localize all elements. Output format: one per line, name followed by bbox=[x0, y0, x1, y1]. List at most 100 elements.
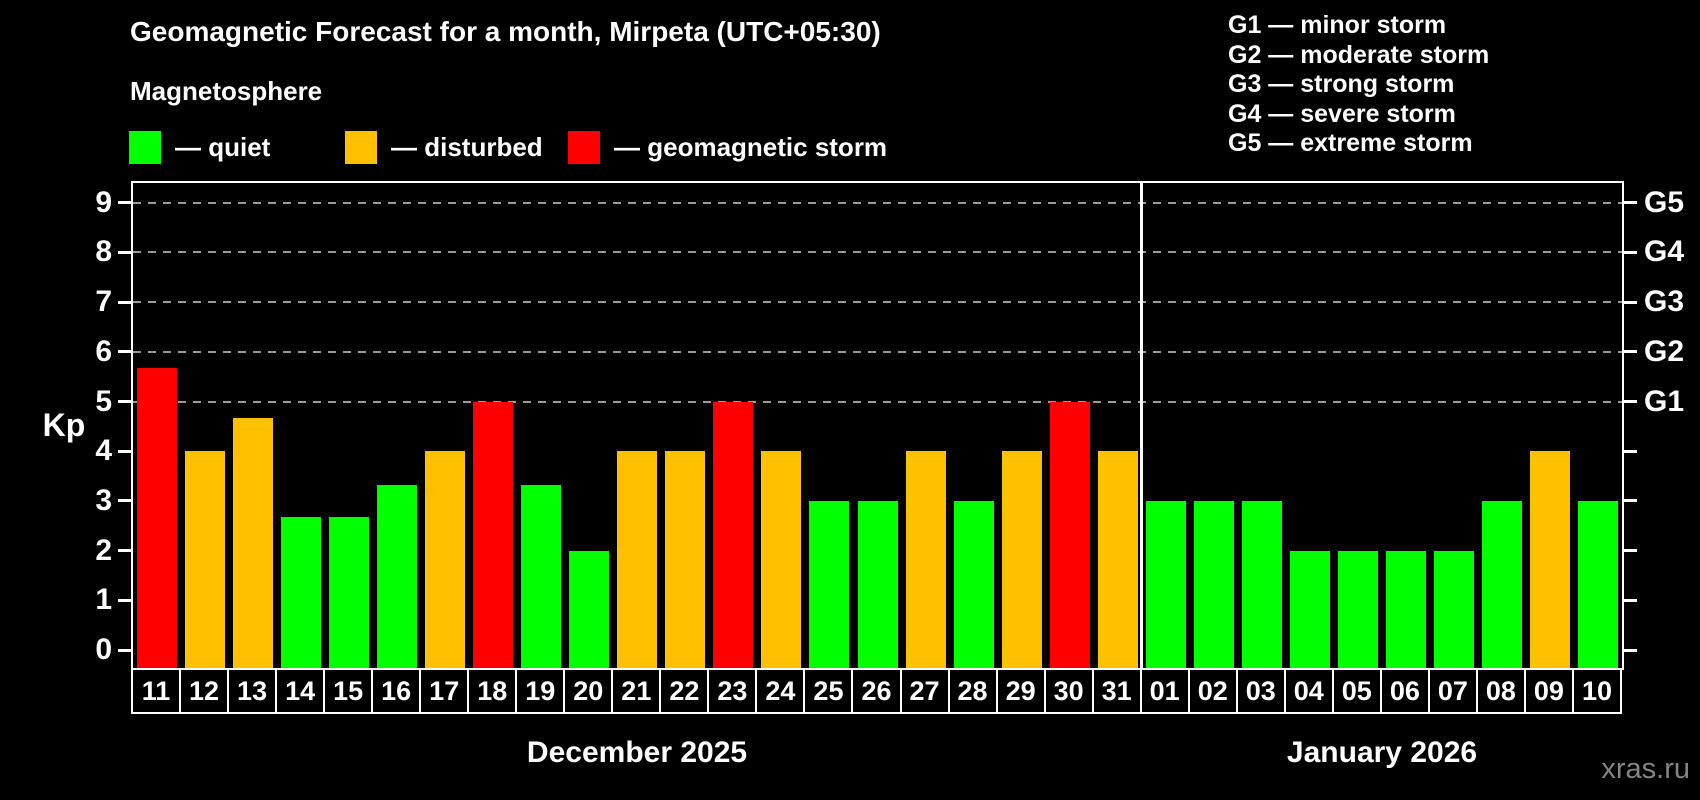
kp-bar-21 bbox=[617, 451, 658, 668]
g-legend-line-g4: G4 — severe storm bbox=[1228, 99, 1456, 128]
date-label-24: 24 bbox=[755, 668, 806, 714]
g-legend-line-g3: G3 — strong storm bbox=[1228, 70, 1455, 98]
date-label-15: 15 bbox=[323, 668, 374, 714]
legend-item-disturbed: — disturbed bbox=[345, 131, 543, 164]
kp-bar-13 bbox=[233, 417, 274, 668]
g-scale-legend: G1 — minor storm G2 — moderate storm G3 … bbox=[1228, 11, 1489, 159]
kp-bar-01 bbox=[1145, 500, 1186, 668]
gridline-kp-7 bbox=[133, 301, 1622, 304]
kp-bar-03 bbox=[1241, 500, 1282, 668]
y-tick-label-6: 6 bbox=[95, 334, 112, 368]
quiet-color-swatch bbox=[129, 131, 161, 164]
kp-bar-07 bbox=[1433, 550, 1474, 668]
kp-bar-14 bbox=[281, 517, 322, 668]
kp-bar-06 bbox=[1385, 550, 1426, 668]
month-separator-line bbox=[1140, 183, 1144, 668]
date-label-06: 06 bbox=[1379, 668, 1430, 714]
date-label-25: 25 bbox=[803, 668, 854, 714]
date-label-29: 29 bbox=[995, 668, 1046, 714]
month-label-january: January 2026 bbox=[1286, 736, 1478, 769]
date-label-31: 31 bbox=[1091, 668, 1142, 714]
y-tick-label-1: 1 bbox=[95, 583, 112, 617]
y-tick-right-5 bbox=[1624, 400, 1637, 403]
kp-bar-05 bbox=[1337, 550, 1378, 668]
plot-area bbox=[131, 181, 1624, 670]
date-label-14: 14 bbox=[275, 668, 326, 714]
date-label-20: 20 bbox=[563, 668, 614, 714]
y-tick-left-5 bbox=[118, 400, 131, 403]
kp-bar-09 bbox=[1529, 451, 1570, 668]
y-tick-left-2 bbox=[118, 549, 131, 553]
right-axis-label-g4: G4 bbox=[1644, 235, 1685, 269]
right-axis-label-g2: G2 bbox=[1644, 334, 1685, 368]
date-label-04: 04 bbox=[1283, 668, 1334, 714]
kp-bar-11 bbox=[137, 368, 178, 668]
y-tick-right-1 bbox=[1624, 598, 1637, 602]
y-tick-right-7 bbox=[1624, 300, 1637, 304]
y-tick-label-5: 5 bbox=[95, 384, 112, 418]
date-label-21: 21 bbox=[611, 668, 662, 714]
g-legend-line-g1: G1 — minor storm bbox=[1228, 11, 1447, 39]
y-tick-left-7 bbox=[118, 300, 131, 304]
date-label-22: 22 bbox=[659, 668, 710, 714]
y-tick-right-0 bbox=[1624, 648, 1637, 652]
y-tick-label-2: 2 bbox=[95, 533, 112, 567]
date-label-05: 05 bbox=[1331, 668, 1382, 714]
kp-bar-26 bbox=[857, 500, 898, 668]
date-label-07: 07 bbox=[1427, 668, 1478, 714]
y-tick-right-3 bbox=[1624, 499, 1637, 503]
date-label-30: 30 bbox=[1043, 668, 1094, 714]
legend-label-storm: — geomagnetic storm bbox=[614, 132, 888, 162]
date-label-01: 01 bbox=[1139, 668, 1190, 714]
y-tick-label-9: 9 bbox=[95, 185, 112, 219]
y-tick-right-4 bbox=[1624, 449, 1637, 453]
y-tick-left-4 bbox=[118, 449, 131, 453]
kp-bar-12 bbox=[185, 451, 226, 668]
legend-label-disturbed: — disturbed bbox=[391, 132, 543, 162]
chart-title: Geomagnetic Forecast for a month, Mirpet… bbox=[130, 16, 881, 47]
kp-bar-10 bbox=[1577, 500, 1618, 668]
date-label-08: 08 bbox=[1475, 668, 1526, 714]
gridline-kp-6 bbox=[133, 350, 1622, 353]
kp-bar-31 bbox=[1097, 451, 1138, 668]
date-label-03: 03 bbox=[1235, 668, 1286, 714]
right-axis-label-g5: G5 bbox=[1644, 185, 1685, 219]
month-label-december: December 2025 bbox=[526, 736, 748, 769]
kp-bar-18 bbox=[473, 401, 514, 668]
date-axis: 11 12 13 14 15 16 17 18 19 20 21 22 23 24 25 26 27 28 29 30… bbox=[131, 668, 1624, 714]
kp-bar-30 bbox=[1049, 401, 1090, 668]
legend-item-storm: — geomagnetic storm bbox=[568, 131, 887, 164]
kp-bar-22 bbox=[665, 451, 706, 668]
legend-item-quiet: — quiet bbox=[129, 131, 270, 164]
kp-bar-08 bbox=[1481, 500, 1522, 668]
y-tick-left-6 bbox=[118, 350, 131, 354]
y-tick-label-0: 0 bbox=[95, 633, 112, 666]
date-label-12: 12 bbox=[179, 668, 230, 714]
kp-bar-23 bbox=[713, 401, 754, 668]
y-tick-right-8 bbox=[1624, 250, 1637, 254]
y-tick-left-8 bbox=[118, 250, 131, 254]
kp-bar-25 bbox=[809, 500, 850, 668]
kp-bar-28 bbox=[953, 500, 994, 668]
date-label-17: 17 bbox=[419, 668, 470, 714]
legend-label-quiet: — quiet bbox=[175, 132, 271, 162]
date-label-23: 23 bbox=[707, 668, 758, 714]
y-tick-left-9 bbox=[118, 201, 131, 205]
y-tick-right-2 bbox=[1624, 549, 1637, 553]
gridline-kp-9 bbox=[133, 201, 1622, 204]
date-label-27: 27 bbox=[899, 668, 950, 714]
gridline-kp-8 bbox=[133, 251, 1622, 254]
kp-bar-29 bbox=[1001, 451, 1042, 668]
y-tick-left-1 bbox=[118, 598, 131, 602]
y-tick-label-7: 7 bbox=[95, 285, 112, 319]
kp-bar-15 bbox=[329, 517, 370, 668]
date-label-11: 11 bbox=[131, 668, 182, 714]
y-tick-label-3: 3 bbox=[95, 483, 112, 517]
kp-bar-24 bbox=[761, 451, 802, 668]
kp-bar-17 bbox=[425, 451, 466, 668]
right-axis-label-g1: G1 bbox=[1644, 384, 1685, 418]
date-label-26: 26 bbox=[851, 668, 902, 714]
date-label-28: 28 bbox=[947, 668, 998, 714]
date-label-18: 18 bbox=[467, 668, 518, 714]
y-tick-label-8: 8 bbox=[95, 235, 112, 269]
